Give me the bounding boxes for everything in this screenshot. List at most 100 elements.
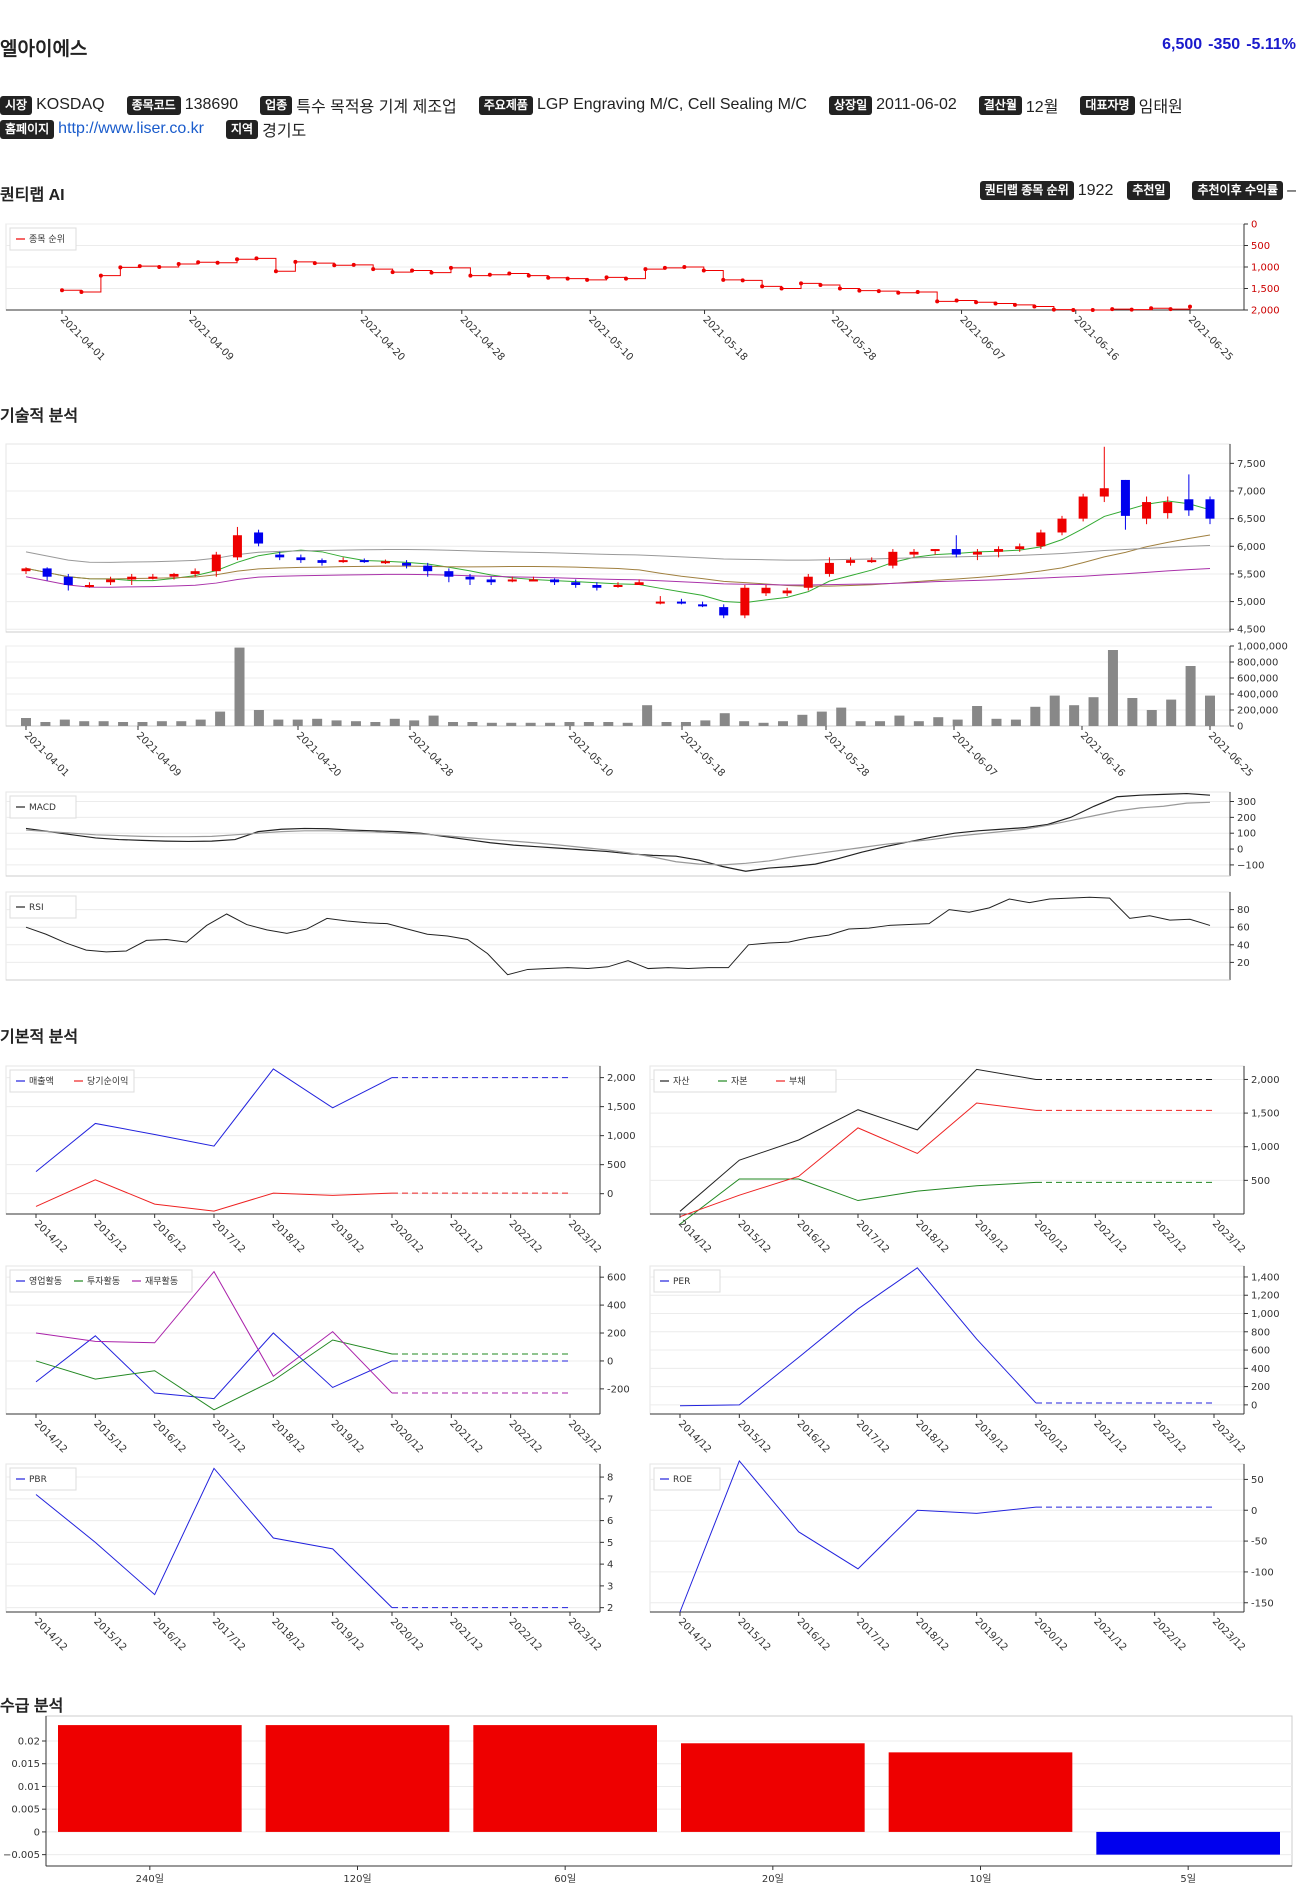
homepage-link[interactable]: http://www.liser.co.kr <box>58 120 204 137</box>
rank-point <box>312 261 317 266</box>
per-xtick-label: 2014/12 <box>676 1418 713 1455</box>
rank-point <box>410 268 415 273</box>
volume-bar <box>642 705 653 726</box>
supply-bar <box>888 1752 1073 1832</box>
volume-bar <box>603 722 614 726</box>
volume-bar <box>855 721 866 726</box>
balance-xtick-label: 2019/12 <box>973 1218 1010 1255</box>
macd-series-Signal <box>25 801 1211 866</box>
balance-xtick-label: 2018/12 <box>913 1218 950 1255</box>
volume-bar <box>797 714 808 726</box>
candle-body <box>761 587 771 594</box>
technical-ytick-label: 7,000 <box>1237 487 1266 498</box>
per-ytick-label: 600 <box>1251 1346 1270 1357</box>
fiscal-value: 12월 <box>1025 99 1059 116</box>
volume-bar <box>1146 710 1157 726</box>
volume-bar <box>486 722 497 726</box>
homepage-label: 홈페이지 <box>0 119 55 139</box>
volume-xtick-label: 2021-06-07 <box>950 730 999 779</box>
candle-body <box>21 568 31 572</box>
volume-bar <box>991 718 1002 726</box>
market-label: 시장 <box>0 95 33 115</box>
pbr-legend-label: PBR <box>29 1475 47 1485</box>
per-xtick-label: 2016/12 <box>795 1418 832 1455</box>
rank-point <box>468 273 473 278</box>
rank-point <box>701 268 706 273</box>
ceo-label: 대표자명 <box>1080 95 1135 115</box>
income-xtick-label: 2016/12 <box>151 1218 188 1255</box>
rank-point <box>487 272 492 277</box>
balance-legend-label: 부채 <box>789 1076 806 1087</box>
candle-body <box>359 560 369 563</box>
rank-legend-box <box>9 227 77 251</box>
pbr-ytick-label: 6 <box>607 1516 613 1527</box>
candle-body <box>1205 499 1215 519</box>
volume-bar <box>59 719 70 726</box>
rank-point <box>235 257 240 262</box>
rank-point <box>273 269 278 274</box>
candle-body <box>550 579 560 583</box>
rank-point <box>993 301 998 306</box>
balance-series-자본 <box>679 1178 1037 1225</box>
balance-xtick-label: 2023/12 <box>1210 1218 1247 1255</box>
volume-ytick-label: 200,000 <box>1237 706 1278 717</box>
candle-body <box>634 582 644 585</box>
income-xtick-label: 2015/12 <box>91 1218 128 1255</box>
volume-bar <box>952 719 963 726</box>
ma-line-MA120 <box>25 544 1211 563</box>
per-ytick-label: 1,000 <box>1251 1309 1280 1320</box>
volume-xtick-label: 2021-04-09 <box>134 730 183 779</box>
volume-bar <box>894 715 905 726</box>
rank-point <box>254 256 259 261</box>
volume-bar <box>700 720 711 726</box>
per-series-PER <box>679 1267 1037 1407</box>
volume-bar <box>98 721 109 726</box>
per-ytick-label: 200 <box>1251 1382 1270 1393</box>
technical-plot-area <box>5 443 1231 633</box>
roe-ytick-label: 50 <box>1251 1475 1264 1486</box>
rec-date-label: 추천일 <box>1127 181 1171 200</box>
volume-bar <box>370 722 381 726</box>
candle-body <box>275 554 285 558</box>
technical-ytick-label: 6,500 <box>1237 514 1266 525</box>
income-legend-label: 당기순이익 <box>87 1075 128 1087</box>
volume-bar <box>21 718 31 726</box>
cashflow-xtick-label: 2021/12 <box>447 1418 484 1455</box>
volume-bar <box>273 719 284 726</box>
supply-ytick-label: 0.015 <box>11 1759 40 1770</box>
rank-point <box>196 260 201 265</box>
company-info-row-1: 시장 KOSDAQ 종목코드 138690 업종 특수 목적용 기계 제조업 주… <box>0 93 1183 117</box>
industry-label: 업종 <box>260 95 293 115</box>
volume-xtick-label: 2021-05-10 <box>566 730 615 779</box>
volume-bar <box>972 706 983 726</box>
technical-ytick-label: 7,500 <box>1237 459 1266 470</box>
pbr-ytick-label: 5 <box>607 1538 613 1549</box>
supply-bar <box>265 1725 450 1832</box>
balance-xtick-label: 2015/12 <box>735 1218 772 1255</box>
rank-xtick-label: 2021-05-28 <box>829 314 878 363</box>
current-price: 6,500 <box>1162 36 1203 53</box>
pbr-legend-box <box>9 1467 77 1491</box>
rank-point <box>507 271 512 276</box>
volume-ytick-label: 1,000,000 <box>1237 642 1288 653</box>
price-change-pct: -5.11% <box>1246 36 1296 53</box>
cashflow-series-투자활동 <box>35 1339 393 1411</box>
volume-bar <box>1030 706 1041 726</box>
income-ytick-label: 1,500 <box>607 1102 636 1113</box>
rank-ytick-label: 500 <box>1251 241 1270 252</box>
cashflow-ytick-label: 200 <box>607 1329 626 1340</box>
rsi-ytick-label: 20 <box>1237 958 1250 969</box>
roe-xtick-label: 2017/12 <box>854 1616 891 1653</box>
candle-body <box>909 551 919 555</box>
candle-body <box>930 549 940 552</box>
roe-xtick-label: 2020/12 <box>1032 1616 1069 1653</box>
income-ytick-label: 500 <box>607 1160 626 1171</box>
candle-body <box>528 579 538 582</box>
volume-bar <box>118 722 129 726</box>
rank-ytick-label: 1,500 <box>1251 284 1280 295</box>
balance-series-부채 <box>679 1102 1037 1218</box>
macd-series-MACD <box>25 792 1211 872</box>
rank-point <box>662 265 667 270</box>
rsi-legend-label: RSI <box>29 903 44 913</box>
